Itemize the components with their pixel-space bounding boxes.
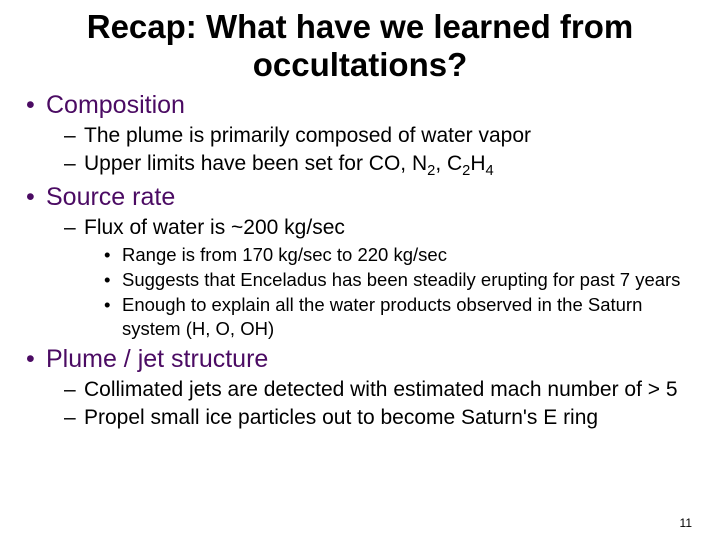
text: Suggests that Enceladus has been steadil… <box>122 269 680 290</box>
subscript-h4: 4 <box>486 164 494 180</box>
bullet-enceladus: Suggests that Enceladus has been steadil… <box>20 268 700 291</box>
bullet-propel-particles: Propel small ice particles out to become… <box>20 405 700 431</box>
bullet-source-rate-label: Source rate <box>46 183 175 211</box>
bullet-collimated-jets: Collimated jets are detected with estima… <box>20 377 700 403</box>
text: Flux of water is ~200 kg/sec <box>84 216 345 239</box>
text-pre: Upper limits have been set for CO, N <box>84 152 427 175</box>
bullet-flux: Flux of water is ~200 kg/sec <box>20 215 700 241</box>
bullet-composition-sub2: Upper limits have been set for CO, N2, C… <box>20 151 700 177</box>
title-line-1: Recap: What have we learned from <box>87 8 633 45</box>
title-line-2: occultations? <box>253 46 468 83</box>
bullet-water-products: Enough to explain all the water products… <box>20 293 700 339</box>
text: Collimated jets are detected with estima… <box>84 378 678 401</box>
bullet-composition-label: Composition <box>46 91 185 119</box>
text: The plume is primarily composed of water… <box>84 124 531 147</box>
bullet-plume-structure: Plume / jet structure <box>20 344 700 375</box>
text-mid: , C <box>435 152 462 175</box>
text: Propel small ice particles out to become… <box>84 406 598 429</box>
bullet-range: Range is from 170 kg/sec to 220 kg/sec <box>20 243 700 266</box>
bullet-composition: Composition <box>20 90 700 121</box>
text: Range is from 170 kg/sec to 220 kg/sec <box>122 244 447 265</box>
slide-container: Recap: What have we learned from occulta… <box>0 0 720 540</box>
bullet-plume-structure-label: Plume / jet structure <box>46 345 268 373</box>
text: Enough to explain all the water products… <box>122 294 642 338</box>
bullet-list: Composition The plume is primarily compo… <box>20 90 700 432</box>
page-number: 11 <box>680 516 692 530</box>
slide-title: Recap: What have we learned from occulta… <box>20 8 700 84</box>
bullet-source-rate: Source rate <box>20 182 700 213</box>
bullet-composition-sub1: The plume is primarily composed of water… <box>20 123 700 149</box>
text-mid2: H <box>470 152 485 175</box>
